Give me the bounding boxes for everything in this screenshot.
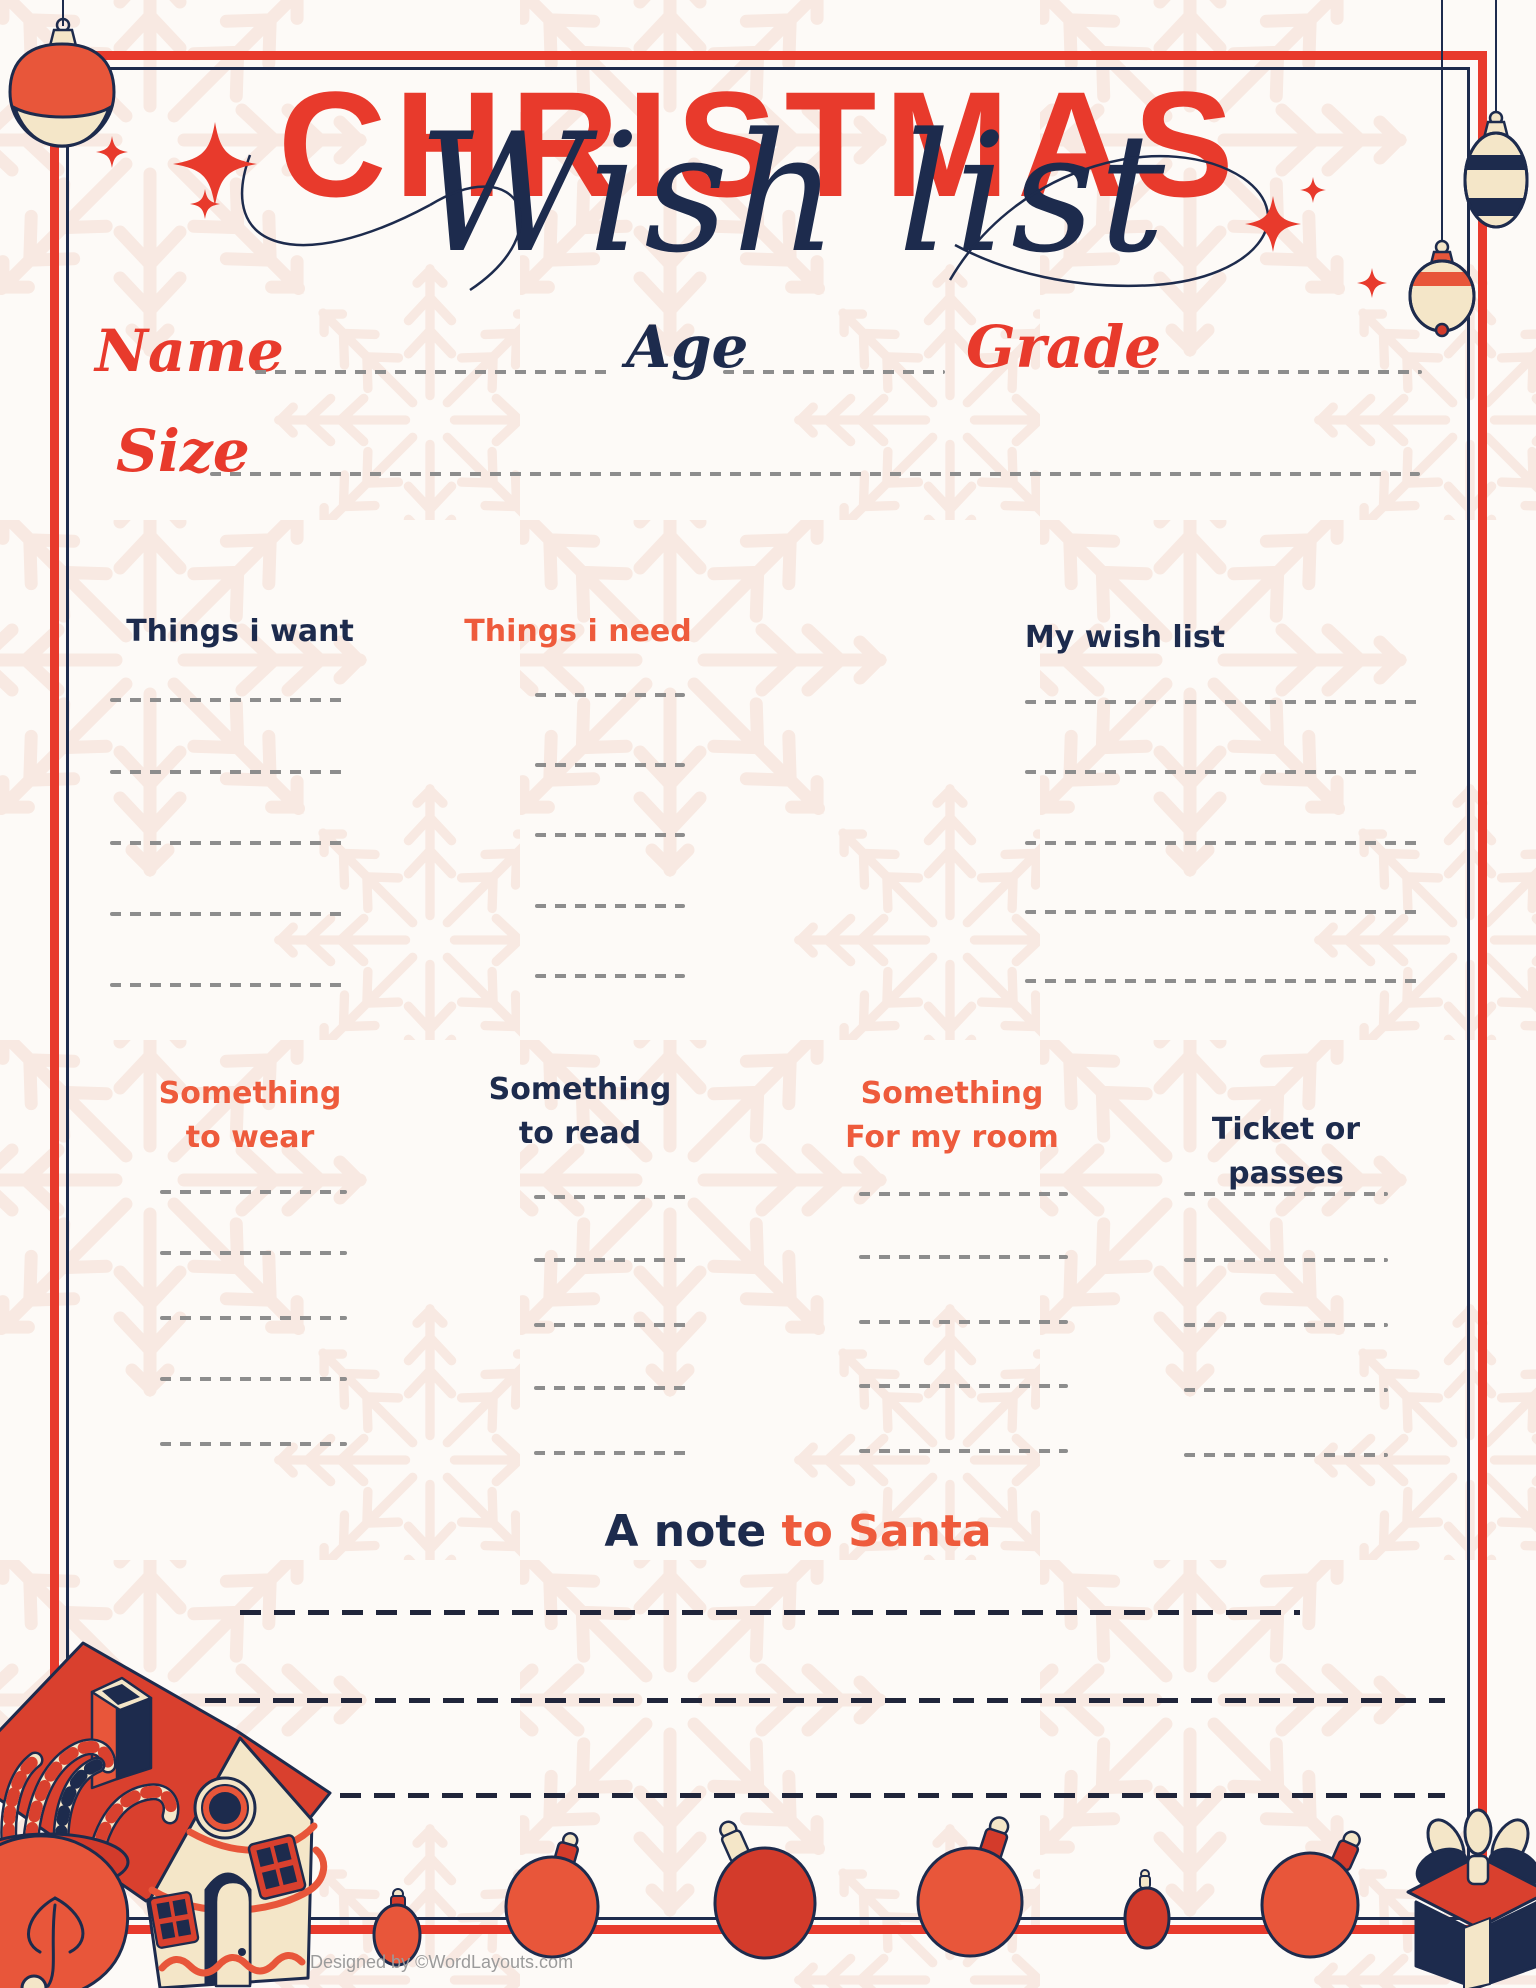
note-line[interactable] <box>205 1698 1445 1703</box>
note-line[interactable] <box>340 1793 1445 1798</box>
ticket-or-passes-line[interactable] <box>1184 1323 1388 1327</box>
my-wish-list-line[interactable] <box>1025 841 1420 845</box>
things-i-need-line[interactable] <box>535 693 685 697</box>
note-heading-suffix: to Santa <box>766 1506 992 1557</box>
things-i-need-line[interactable] <box>535 974 685 978</box>
section-heading-something-to-wear: Something to wear <box>120 1072 380 1160</box>
age-line[interactable] <box>723 370 945 374</box>
size-line[interactable] <box>210 472 1420 476</box>
section-heading-something-to-read: Something to read <box>450 1068 710 1156</box>
size-label: Size <box>116 417 250 485</box>
title-flourish-and-sparkles <box>96 122 1387 298</box>
name-line[interactable] <box>255 370 612 374</box>
candy-cane-sack-icon <box>0 1738 180 1988</box>
ornament-ball-row-icon <box>372 1816 1361 1967</box>
something-for-my-room-line[interactable] <box>859 1255 1068 1259</box>
something-to-read-line[interactable] <box>534 1323 688 1327</box>
bauble-ornament-icon <box>8 0 116 148</box>
note-to-santa-heading: A note to Santa <box>518 1508 1078 1556</box>
something-to-read-line[interactable] <box>534 1258 688 1262</box>
sparkle-icon <box>96 122 1387 298</box>
page-title: CHRISTMAS <box>278 60 1242 228</box>
things-i-need-line[interactable] <box>535 904 685 908</box>
something-to-wear-line[interactable] <box>160 1316 347 1320</box>
things-i-want-line[interactable] <box>110 983 345 987</box>
ticket-or-passes-line[interactable] <box>1184 1258 1388 1262</box>
something-for-my-room-line[interactable] <box>859 1384 1068 1388</box>
grade-label: Grade <box>966 313 1162 381</box>
age-label: Age <box>626 313 749 381</box>
heading-line1: Something <box>158 1076 342 1111</box>
heading-line2: to read <box>518 1116 642 1151</box>
section-heading-things-i-want: Things i want <box>126 614 354 649</box>
heading-line2: to wear <box>185 1120 315 1155</box>
page-subtitle-script: Wish list <box>418 98 1170 289</box>
something-for-my-room-line[interactable] <box>859 1449 1068 1453</box>
note-heading-prefix: A note <box>604 1506 767 1557</box>
note-line[interactable] <box>240 1610 1300 1615</box>
designer-credit: Designed by ©WordLayouts.com <box>310 1952 574 1972</box>
something-to-read-line[interactable] <box>534 1195 688 1199</box>
section-heading-my-wish-list: My wish list <box>1024 620 1226 655</box>
something-to-read-line[interactable] <box>534 1451 688 1455</box>
heading-line1: Something <box>860 1076 1044 1111</box>
name-label: Name <box>95 317 284 385</box>
ticket-or-passes-line[interactable] <box>1184 1388 1388 1392</box>
something-for-my-room-line[interactable] <box>859 1320 1068 1324</box>
heading-line1: Something <box>488 1072 672 1107</box>
something-to-wear-line[interactable] <box>160 1190 347 1194</box>
section-heading-something-for-my-room: Something For my room <box>822 1072 1082 1160</box>
gift-box-icon <box>1406 1808 1536 1988</box>
ticket-or-passes-line[interactable] <box>1184 1192 1388 1196</box>
something-to-wear-line[interactable] <box>160 1442 347 1446</box>
my-wish-list-line[interactable] <box>1025 700 1420 704</box>
section-heading-ticket-or-passes: Ticket or passes <box>1211 1112 1361 1191</box>
my-wish-list-line[interactable] <box>1025 770 1420 774</box>
heading-line2: For my room <box>845 1120 1059 1155</box>
my-wish-list-line[interactable] <box>1025 910 1420 914</box>
something-to-wear-line[interactable] <box>160 1377 347 1381</box>
something-for-my-room-line[interactable] <box>859 1192 1068 1196</box>
things-i-need-line[interactable] <box>535 763 685 767</box>
bottom-decorations <box>0 1641 1536 1988</box>
grade-line[interactable] <box>1098 370 1422 374</box>
my-wish-list-line[interactable] <box>1025 979 1420 983</box>
things-i-want-line[interactable] <box>110 912 345 916</box>
things-i-want-line[interactable] <box>110 698 345 702</box>
things-i-want-line[interactable] <box>110 770 345 774</box>
section-heading-things-i-need: Things i need <box>464 614 692 649</box>
something-to-read-line[interactable] <box>534 1386 688 1390</box>
things-i-want-line[interactable] <box>110 841 345 845</box>
things-i-need-line[interactable] <box>535 833 685 837</box>
ticket-or-passes-line[interactable] <box>1184 1453 1388 1457</box>
something-to-wear-line[interactable] <box>160 1251 347 1255</box>
striped-ornament-icon <box>1408 0 1529 338</box>
